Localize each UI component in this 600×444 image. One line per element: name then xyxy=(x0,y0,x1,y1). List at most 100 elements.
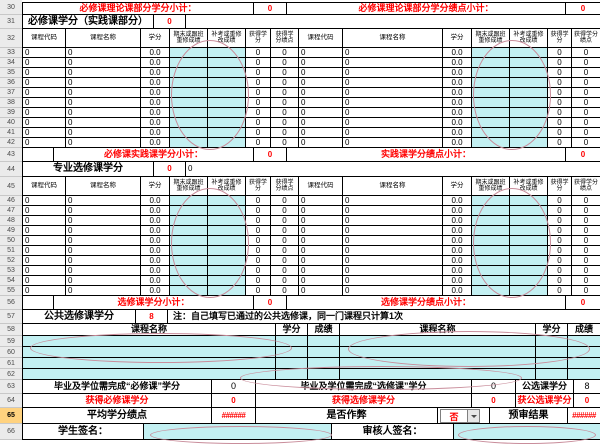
required-theory-credit-subtotal-label[interactable]: 必修课理论课部分学分小计： xyxy=(22,2,254,15)
grid-cell[interactable]: 0 xyxy=(572,108,600,118)
grid-cell[interactable]: 0 xyxy=(548,68,572,78)
grid-cell[interactable] xyxy=(510,78,548,88)
grid-cell[interactable] xyxy=(472,58,510,68)
grid-cell[interactable]: 0 xyxy=(22,276,66,286)
grid-cell[interactable] xyxy=(170,118,208,128)
grid-cell[interactable]: 0 xyxy=(66,266,141,276)
grid-cell[interactable]: 0 xyxy=(66,68,141,78)
row-header-33[interactable]: 33 xyxy=(0,48,22,58)
grid-cell[interactable]: 0 xyxy=(22,196,66,206)
grid-cell[interactable]: 0 xyxy=(343,216,443,226)
grid-cell[interactable]: 0.0 xyxy=(141,236,170,246)
grid-cell[interactable]: 0.0 xyxy=(443,88,472,98)
auditor-signature-field[interactable] xyxy=(454,424,600,440)
grid-cell[interactable] xyxy=(472,78,510,88)
grid-cell[interactable]: 0 xyxy=(572,138,600,148)
grid-cell[interactable]: 0 xyxy=(572,236,600,246)
grid-cell[interactable]: 0 xyxy=(22,206,66,216)
col-header-course-name-right-2[interactable]: 课程名称 xyxy=(343,177,443,196)
row-header-56[interactable]: 56 xyxy=(0,296,22,310)
cheat-dropdown[interactable]: 否 xyxy=(440,409,480,423)
grid-cell[interactable]: 0 xyxy=(66,128,141,138)
grid-cell[interactable] xyxy=(170,266,208,276)
grid-cell[interactable] xyxy=(510,58,548,68)
col-header-course-code-right-2[interactable]: 课程代码 xyxy=(299,177,343,196)
grid-cell[interactable]: 0 xyxy=(22,216,66,226)
grid-cell[interactable]: 0 xyxy=(299,236,343,246)
grid-cell[interactable]: 0 xyxy=(299,276,343,286)
grid-cell[interactable] xyxy=(170,226,208,236)
grid-cell[interactable] xyxy=(472,226,510,236)
grid-cell[interactable]: 0.0 xyxy=(443,108,472,118)
public-elective-needed-label[interactable]: 公选课学分 xyxy=(516,380,574,394)
grid-cell[interactable]: 0 xyxy=(343,98,443,108)
grid-cell[interactable]: 0 xyxy=(572,276,600,286)
public-elective-input-cell[interactable] xyxy=(536,347,568,358)
grid-cell[interactable] xyxy=(510,68,548,78)
grid-cell[interactable]: 0 xyxy=(66,88,141,98)
preaudit-label[interactable]: 预审结果 xyxy=(490,408,568,424)
col-header-credits-left-2[interactable]: 学分 xyxy=(141,177,170,196)
row-header-62[interactable]: 62 xyxy=(0,369,22,380)
col-header-course-name-left-2[interactable]: 课程名称 xyxy=(66,177,141,196)
grid-cell[interactable]: 0 xyxy=(22,108,66,118)
grid-cell[interactable]: 0 xyxy=(246,196,271,206)
required-practice-title-value[interactable]: 0 xyxy=(154,15,186,29)
grid-cell[interactable]: 0 xyxy=(548,236,572,246)
grid-cell[interactable] xyxy=(208,78,246,88)
grid-cell[interactable]: 0 xyxy=(299,98,343,108)
grid-cell[interactable] xyxy=(208,98,246,108)
grid-cell[interactable]: 0.0 xyxy=(443,256,472,266)
gpa-label[interactable]: 平均学分绩点 xyxy=(22,408,212,424)
grid-cell[interactable]: 0.0 xyxy=(141,78,170,88)
grid-cell[interactable]: 0 xyxy=(299,196,343,206)
grid-cell[interactable]: 0.0 xyxy=(443,48,472,58)
grid-cell[interactable]: 0.0 xyxy=(141,276,170,286)
grid-cell[interactable]: 0 xyxy=(246,236,271,246)
grid-cell[interactable]: 0 xyxy=(548,196,572,206)
grid-cell[interactable]: 0 xyxy=(299,206,343,216)
public-elective-input-cell[interactable] xyxy=(536,358,568,369)
public-elective-earned-value[interactable]: 0 xyxy=(574,394,600,408)
grid-cell[interactable]: 0 xyxy=(572,58,600,68)
grid-cell[interactable] xyxy=(170,216,208,226)
grid-cell[interactable]: 0 xyxy=(548,118,572,128)
row-header-57[interactable]: 57 xyxy=(0,310,22,324)
grid-cell[interactable]: 0 xyxy=(572,78,600,88)
grid-cell[interactable]: 0 xyxy=(246,88,271,98)
grid-cell[interactable] xyxy=(208,88,246,98)
row-header-45[interactable]: 45 xyxy=(0,177,22,196)
grid-cell[interactable]: 0 xyxy=(299,48,343,58)
grid-cell[interactable]: 0 xyxy=(299,266,343,276)
row-header-66[interactable]: 66 xyxy=(0,424,22,440)
grid-cell[interactable] xyxy=(208,68,246,78)
row-header-49[interactable]: 49 xyxy=(0,226,22,236)
major-elective-title-value2[interactable]: 0 xyxy=(186,162,600,177)
grid-cell[interactable]: 0.0 xyxy=(141,196,170,206)
grid-cell[interactable]: 0 xyxy=(271,276,299,286)
grid-cell[interactable]: 0 xyxy=(66,256,141,266)
grid-cell[interactable] xyxy=(510,256,548,266)
grid-cell[interactable]: 0 xyxy=(572,226,600,236)
grid-cell[interactable]: 0.0 xyxy=(141,246,170,256)
grid-cell[interactable]: 0 xyxy=(299,88,343,98)
public-elective-input-cell[interactable] xyxy=(536,369,568,380)
grid-cell[interactable]: 0 xyxy=(271,206,299,216)
grid-cell[interactable]: 0 xyxy=(246,58,271,68)
grid-cell[interactable]: 0 xyxy=(271,256,299,266)
grid-cell[interactable] xyxy=(208,196,246,206)
grid-cell[interactable]: 0 xyxy=(572,88,600,98)
elective-point-subtotal-value[interactable]: 0 xyxy=(566,296,600,310)
grid-cell[interactable] xyxy=(472,246,510,256)
col-header-makeup-grade-left-2[interactable]: 补考或重修改成绩 xyxy=(208,177,246,196)
grid-cell[interactable]: 0 xyxy=(572,246,600,256)
row-header-40[interactable]: 40 xyxy=(0,118,22,128)
public-elective-input-cell[interactable] xyxy=(276,358,308,369)
grid-cell[interactable] xyxy=(510,286,548,296)
grid-cell[interactable] xyxy=(170,68,208,78)
required-earned-label[interactable]: 获得必修课学分 xyxy=(22,394,212,408)
grid-cell[interactable]: 0.0 xyxy=(443,286,472,296)
grid-cell[interactable]: 0 xyxy=(246,256,271,266)
grid-cell[interactable]: 0.0 xyxy=(443,216,472,226)
row-header-46[interactable]: 46 xyxy=(0,196,22,206)
